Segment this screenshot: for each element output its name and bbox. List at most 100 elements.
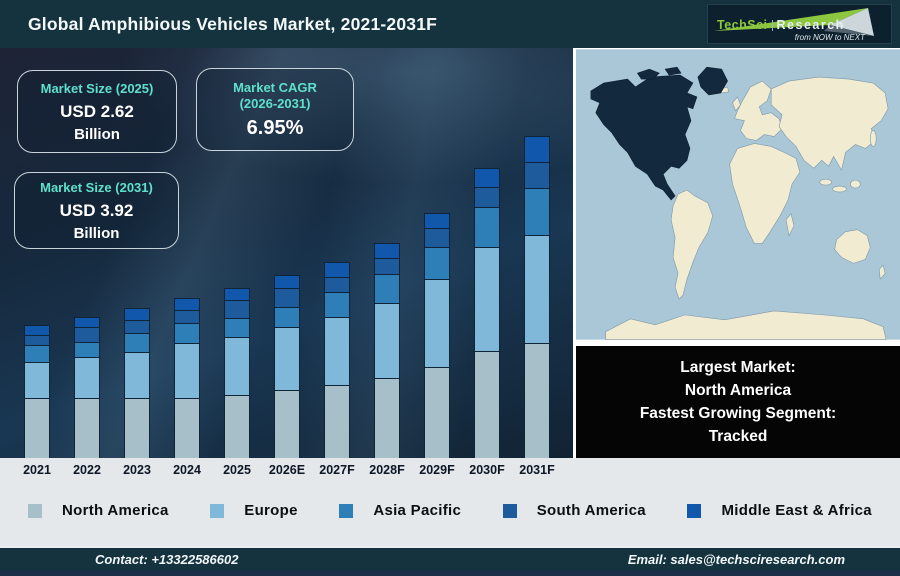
bar-segment-europe	[474, 247, 500, 351]
bar-segment-asia-pacific	[374, 274, 400, 303]
logo-brand-secondary: Research	[776, 18, 845, 32]
bar-segment-asia-pacific	[174, 323, 200, 343]
continent-africa	[729, 143, 801, 244]
bar-segment-north-america	[124, 398, 150, 458]
island-japan	[869, 130, 877, 147]
x-axis-label-2023: 2023	[123, 463, 151, 477]
right-column: Largest Market: North America Fastest Gr…	[573, 48, 900, 458]
legend-label: North America	[62, 502, 169, 519]
logo-tagline: from NOW to NEXT	[794, 33, 865, 42]
bar-segment-north-america	[424, 367, 450, 458]
legend-item-north-america: North America	[28, 502, 169, 519]
market-size-2031-unit: Billion	[73, 224, 120, 242]
world-map	[576, 49, 900, 340]
arctic-islands-highlight	[636, 66, 682, 80]
legend-item-south-america: South America	[502, 502, 646, 519]
bar-segment-europe	[524, 235, 550, 343]
bar-segment-south-america	[374, 258, 400, 274]
callout-line-1: Largest Market:	[680, 359, 796, 376]
bar-2027F	[324, 262, 350, 458]
market-size-2025-unit: Billion	[74, 125, 120, 143]
bar-2022	[74, 317, 100, 458]
bar-2031F	[524, 136, 550, 458]
bar-segment-north-america	[474, 351, 500, 458]
bar-2021	[24, 325, 50, 458]
email-text: Email: sales@techsciresearch.com	[627, 552, 845, 567]
legend-swatch-icon	[502, 503, 517, 518]
island-southeast-asia-2	[832, 185, 847, 193]
page-title: Global Amphibious Vehicles Market, 2021-…	[28, 13, 438, 34]
bar-segment-north-america	[174, 398, 200, 458]
bar-segment-north-america	[74, 398, 100, 458]
axis-and-legend-strip: 2021 2022 2023 2024 2025 2026E 2027F 2028F 2029F…	[0, 458, 900, 546]
island-greenland-highlight	[697, 66, 728, 96]
bar-segment-south-america	[524, 162, 550, 188]
bar-segment-north-america	[324, 385, 350, 458]
bar-segment-south-america	[224, 300, 250, 318]
bar-segment-middle-east-africa	[224, 288, 250, 300]
island-uk	[732, 96, 741, 112]
logo-arrow-icon	[714, 8, 874, 36]
x-axis-label-2031F: 2031F	[519, 463, 555, 477]
continent-antarctica	[605, 310, 887, 340]
market-cagr-box: Market CAGR (2026-2031) 6.95%	[196, 68, 354, 151]
market-size-2031-value: USD 3.92	[59, 200, 134, 220]
legend-swatch-icon	[339, 503, 354, 518]
callout-line-3: Fastest Growing Segment:	[639, 405, 837, 422]
x-axis-label-2024: 2024	[173, 463, 201, 477]
island-madagascar	[785, 213, 795, 237]
contact-text: Contact: +13322586602	[95, 552, 239, 567]
header-bar: Global Amphibious Vehicles Market, 2021-…	[0, 0, 900, 48]
x-axis-label-2028F: 2028F	[369, 463, 405, 477]
bar-segment-europe	[174, 343, 200, 398]
bar-2028F	[374, 243, 400, 458]
bar-segment-north-america	[224, 395, 250, 458]
x-axis-label-2030F: 2030F	[469, 463, 505, 477]
bar-segment-asia-pacific	[524, 188, 550, 235]
bar-2024	[174, 298, 200, 458]
x-axis-label-2025: 2025	[223, 463, 251, 477]
bottom-accent-strip	[0, 571, 900, 576]
bar-segment-europe	[24, 362, 50, 398]
bar-segment-asia-pacific	[274, 307, 300, 327]
legend-label: South America	[536, 502, 646, 519]
bar-segment-asia-pacific	[74, 342, 100, 357]
callout-line-2: North America	[684, 382, 792, 399]
legend: North America Europe Asia Pacific South Ame…	[0, 502, 900, 519]
x-axis-label-2027F: 2027F	[319, 463, 355, 477]
bar-segment-middle-east-africa	[24, 325, 50, 335]
bar-segment-asia-pacific	[224, 318, 250, 337]
bar-2026E	[274, 275, 300, 458]
bar-segment-asia-pacific	[24, 345, 50, 362]
bar-2029F	[424, 213, 450, 458]
bar-segment-europe	[124, 352, 150, 398]
bar-segment-europe	[74, 357, 100, 398]
bar-segment-north-america	[274, 390, 300, 458]
legend-label: Middle East & Africa	[721, 502, 872, 519]
bar-segment-north-america	[524, 343, 550, 458]
bar-segment-middle-east-africa	[524, 136, 550, 162]
bar-segment-middle-east-africa	[324, 262, 350, 277]
island-southeast-asia-1	[819, 178, 832, 186]
bar-segment-middle-east-africa	[274, 275, 300, 288]
main-area: Market Size (2025) USD 2.62 Billion Mark…	[0, 48, 900, 458]
callout-line-4: Tracked	[708, 428, 768, 445]
footer-bar: Contact: +13322586602 Email: sales@techs…	[0, 546, 900, 571]
bar-segment-south-america	[324, 277, 350, 292]
continent-north-america-highlight	[590, 74, 698, 201]
market-size-2025-value: USD 2.62	[60, 101, 134, 121]
bar-segment-europe	[324, 317, 350, 385]
island-southeast-asia-3	[850, 179, 861, 189]
bar-segment-middle-east-africa	[124, 308, 150, 320]
x-axis-label-2022: 2022	[73, 463, 101, 477]
legend-item-middle-east-africa: Middle East & Africa	[687, 502, 872, 519]
bar-segment-middle-east-africa	[474, 168, 500, 187]
bar-segment-middle-east-africa	[374, 243, 400, 258]
continent-australia	[834, 229, 871, 264]
legend-swatch-icon	[687, 503, 702, 518]
bar-segment-north-america	[24, 398, 50, 458]
legend-label: Europe	[244, 502, 298, 519]
bar-segment-south-america	[274, 288, 300, 307]
market-size-2025-box: Market Size (2025) USD 2.62 Billion	[17, 70, 177, 153]
